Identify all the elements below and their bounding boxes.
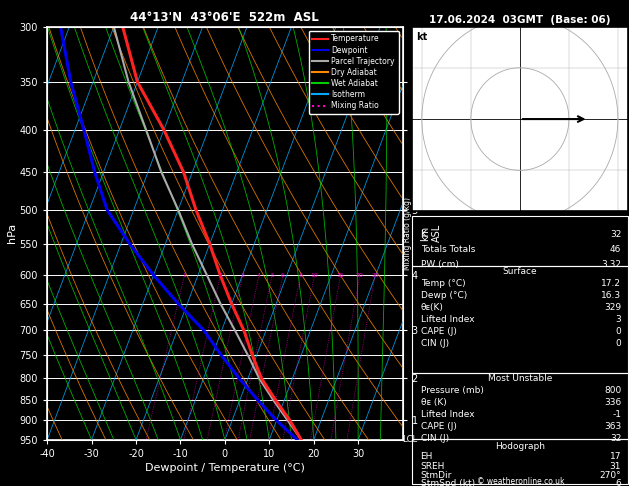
Text: kt: kt [416, 32, 428, 42]
Text: © weatheronline.co.uk: © weatheronline.co.uk [477, 477, 565, 486]
Text: SREH: SREH [421, 462, 445, 471]
Text: CIN (J): CIN (J) [421, 434, 448, 443]
Text: 4: 4 [257, 273, 261, 278]
Text: CAPE (J): CAPE (J) [421, 327, 457, 336]
Bar [412, 439, 628, 484]
Text: EH: EH [421, 452, 433, 461]
Text: CAPE (J): CAPE (J) [421, 422, 457, 431]
Text: 5: 5 [270, 273, 274, 278]
Text: 32: 32 [610, 434, 621, 443]
Text: Hodograph: Hodograph [495, 442, 545, 451]
Text: 0: 0 [616, 339, 621, 348]
Text: θᴇ (K): θᴇ (K) [421, 398, 447, 407]
Y-axis label: km
ASL: km ASL [421, 224, 442, 243]
Title: 44°13'N  43°06'E  522m  ASL: 44°13'N 43°06'E 522m ASL [130, 11, 320, 24]
Text: 17.2: 17.2 [601, 279, 621, 288]
Text: StmDir: StmDir [421, 470, 452, 480]
Text: StmSpd (kt): StmSpd (kt) [421, 479, 475, 486]
Text: Lifted Index: Lifted Index [421, 315, 474, 324]
Text: 31: 31 [610, 462, 621, 471]
Text: 8: 8 [299, 273, 303, 278]
Text: 3.32: 3.32 [601, 260, 621, 269]
Text: 1: 1 [182, 273, 186, 278]
Text: Most Unstable: Most Unstable [487, 374, 552, 383]
Text: Pressure (mb): Pressure (mb) [421, 386, 484, 395]
Text: Dewp (°C): Dewp (°C) [421, 291, 467, 300]
Text: 46: 46 [610, 245, 621, 254]
Bar [412, 373, 628, 439]
Text: -1: -1 [612, 410, 621, 419]
Y-axis label: hPa: hPa [7, 223, 17, 243]
Text: 15: 15 [337, 273, 345, 278]
Bar [412, 216, 628, 266]
Text: 17: 17 [610, 452, 621, 461]
Text: 0: 0 [616, 327, 621, 336]
Text: 32: 32 [610, 230, 621, 240]
Text: 6: 6 [281, 273, 285, 278]
Text: 363: 363 [604, 422, 621, 431]
Text: 10: 10 [311, 273, 318, 278]
Text: 329: 329 [604, 303, 621, 312]
Text: LCL: LCL [403, 435, 418, 444]
Text: PW (cm): PW (cm) [421, 260, 459, 269]
Legend: Temperature, Dewpoint, Parcel Trajectory, Dry Adiabat, Wet Adiabat, Isotherm, Mi: Temperature, Dewpoint, Parcel Trajectory… [308, 31, 399, 114]
Text: 17.06.2024  03GMT  (Base: 06): 17.06.2024 03GMT (Base: 06) [429, 15, 611, 25]
Text: 20: 20 [356, 273, 364, 278]
Text: Totals Totals: Totals Totals [421, 245, 475, 254]
Text: 6: 6 [616, 479, 621, 486]
X-axis label: Dewpoint / Temperature (°C): Dewpoint / Temperature (°C) [145, 463, 305, 473]
Text: 3: 3 [241, 273, 245, 278]
Bar [412, 266, 628, 373]
Text: 270°: 270° [599, 470, 621, 480]
Text: Mixing Ratio (g/kg): Mixing Ratio (g/kg) [403, 197, 412, 270]
Text: θᴇ(K): θᴇ(K) [421, 303, 443, 312]
Text: 3: 3 [616, 315, 621, 324]
Text: Surface: Surface [503, 267, 537, 276]
Text: 25: 25 [371, 273, 379, 278]
Text: Lifted Index: Lifted Index [421, 410, 474, 419]
Text: 800: 800 [604, 386, 621, 395]
Text: Temp (°C): Temp (°C) [421, 279, 465, 288]
Text: 2: 2 [218, 273, 223, 278]
Text: CIN (J): CIN (J) [421, 339, 448, 348]
Text: K: K [421, 230, 426, 240]
Text: 16.3: 16.3 [601, 291, 621, 300]
Text: 336: 336 [604, 398, 621, 407]
